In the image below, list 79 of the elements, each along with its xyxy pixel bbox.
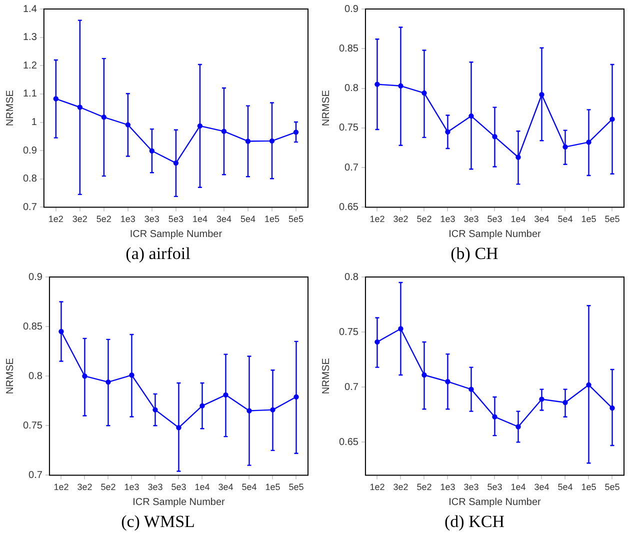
y-tick-label: 0.9 <box>344 4 359 15</box>
y-tick-label: 0.75 <box>338 326 359 338</box>
y-tick-label: 0.7 <box>28 470 43 481</box>
x-tick-label: 5e4 <box>240 214 256 224</box>
x-tick-label: 3e3 <box>464 214 479 224</box>
y-tick-label: 0.8 <box>344 272 359 283</box>
x-tick-label: 5e4 <box>242 482 257 492</box>
x-axis-title: ICR Sample Number <box>448 496 542 508</box>
text: (d) KCH <box>444 511 506 533</box>
y-axis-title: NRMSE <box>320 90 332 126</box>
y-tick-label: 0.65 <box>338 436 359 448</box>
x-tick-label: 5e5 <box>288 214 304 224</box>
x-tick-label: 3e3 <box>464 482 479 492</box>
x-tick-label: 3e4 <box>534 214 550 224</box>
x-tick-label: 5e3 <box>171 482 186 492</box>
y-tick-label: 0.85 <box>338 43 359 54</box>
x-tick-label: 3e2 <box>77 482 92 492</box>
x-tick-label: 1e3 <box>440 482 456 492</box>
x-tick-label: 1e3 <box>124 482 140 492</box>
x-tick-label: 3e2 <box>393 482 408 492</box>
text: (a) airfoil <box>124 243 192 265</box>
y-axis-title: NRMSE <box>320 358 332 394</box>
y-tick-label: 0.9 <box>28 272 43 283</box>
y-tick-label: 0.9 <box>22 145 38 156</box>
text: (b) CH <box>450 243 500 265</box>
x-tick-label: 3e4 <box>216 214 232 224</box>
x-tick-label: 1e2 <box>370 214 385 224</box>
y-tick-label: 1.4 <box>22 4 38 15</box>
x-tick-label: 5e2 <box>100 482 116 492</box>
x-tick-label: 3e2 <box>72 214 88 224</box>
x-tick-label: 5e2 <box>416 214 432 224</box>
y-tick-label: 0.8 <box>28 370 43 382</box>
x-tick-label: 1e5 <box>581 482 596 492</box>
y-tick-label: 0.85 <box>22 321 43 332</box>
x-tick-label: 5e2 <box>416 482 432 492</box>
x-tick-label: 1e4 <box>192 214 208 224</box>
y-tick-label: 0.8 <box>22 174 38 185</box>
x-tick-label: 1e3 <box>120 214 136 224</box>
x-tick-label: 5e4 <box>558 482 573 492</box>
y-tick-label: 1.1 <box>22 88 38 100</box>
x-tick-label: 5e5 <box>604 214 620 224</box>
x-axis-title: ICR Sample Number <box>448 228 542 240</box>
x-tick-label: 1e2 <box>54 482 69 492</box>
y-tick-label: 0.65 <box>338 202 359 213</box>
x-tick-label: 3e2 <box>393 214 408 224</box>
y-tick-label: 0.75 <box>338 122 359 134</box>
y-tick-label: 0.75 <box>22 420 43 432</box>
x-tick-label: 1e5 <box>265 482 280 492</box>
x-tick-label: 5e3 <box>168 214 184 224</box>
x-tick-label: 3e3 <box>148 482 163 492</box>
y-axis-title: NRMSE <box>4 358 16 394</box>
x-tick-label: 5e2 <box>96 214 112 224</box>
y-tick-label: 1 <box>31 117 38 128</box>
x-tick-label: 3e3 <box>144 214 160 224</box>
x-tick-label: 5e4 <box>558 214 573 224</box>
x-tick-label: 1e5 <box>264 214 280 224</box>
y-tick-label: 0.8 <box>344 83 359 94</box>
y-tick-label: 0.7 <box>22 202 38 213</box>
y-tick-label: 0.7 <box>344 382 359 393</box>
y-tick-label: 0.7 <box>344 162 359 174</box>
y-axis-title: NRMSE <box>4 90 16 126</box>
x-tick-label: 1e4 <box>510 482 526 492</box>
y-tick-label: 1.3 <box>22 32 38 44</box>
x-tick-label: 1e3 <box>440 214 456 224</box>
x-tick-label: 1e2 <box>370 482 385 492</box>
x-tick-label: 1e5 <box>581 214 596 224</box>
text: (c) WMSL <box>120 511 196 533</box>
x-tick-label: 5e3 <box>487 214 502 224</box>
x-tick-label: 1e4 <box>194 482 210 492</box>
x-tick-label: 5e3 <box>487 482 502 492</box>
y-tick-label: 1.2 <box>22 60 38 72</box>
x-tick-label: 1e2 <box>48 214 64 224</box>
x-tick-label: 1e4 <box>510 214 526 224</box>
x-tick-label: 3e4 <box>534 482 550 492</box>
x-axis-title: ICR Sample Number <box>132 496 226 508</box>
x-tick-label: 3e4 <box>218 482 234 492</box>
x-tick-label: 5e5 <box>288 482 304 492</box>
x-axis-title: ICR Sample Number <box>130 228 223 240</box>
x-tick-label: 5e5 <box>604 482 620 492</box>
